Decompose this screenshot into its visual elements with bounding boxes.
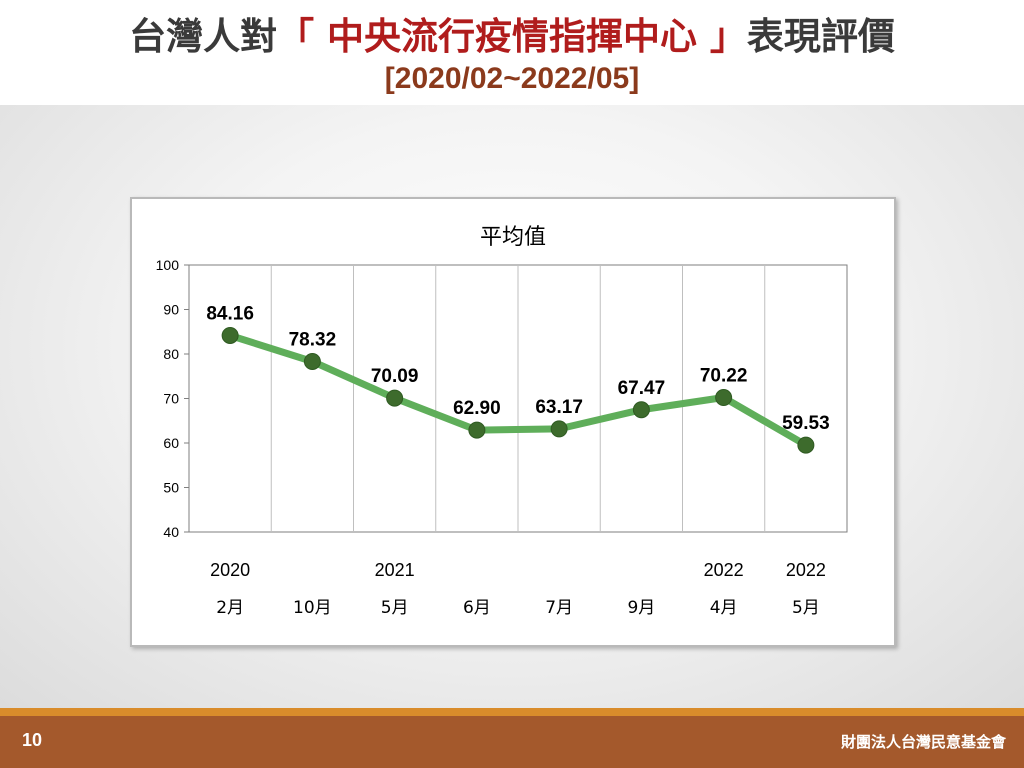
data-point (303, 352, 321, 370)
x-tick-year-label: 2022 (704, 560, 744, 580)
y-tick-label: 70 (163, 391, 179, 407)
data-point (221, 326, 239, 344)
data-label: 70.22 (700, 366, 748, 387)
data-label: 70.09 (371, 366, 419, 387)
page-number: 10 (22, 730, 43, 750)
y-tick-label: 60 (163, 435, 179, 451)
title-suffix: 表現評價 (746, 15, 895, 58)
x-tick-year-label: 2021 (375, 560, 415, 580)
x-tick-month-label: 7月 (545, 598, 573, 618)
title-highlight: 「 中央流行疫情指揮中心 」 (277, 15, 747, 58)
organization-name: 財團法人台灣民意基金會 (840, 733, 1006, 751)
data-point (797, 436, 815, 454)
x-tick-month-label: 5月 (381, 598, 409, 618)
chart-title: 平均值 (480, 225, 546, 250)
y-tick-label: 90 (163, 302, 179, 318)
slide-title: 台灣人對「 中央流行疫情指揮中心 」表現評價 (0, 6, 1024, 60)
data-point (632, 401, 650, 419)
x-tick-month-label: 2月 (216, 598, 244, 618)
data-label: 67.47 (618, 378, 666, 399)
data-label: 63.17 (535, 397, 583, 418)
y-tick-label: 50 (163, 480, 179, 496)
data-label: 62.90 (453, 398, 501, 419)
data-label: 78.32 (289, 329, 337, 350)
slide-header: 台灣人對「 中央流行疫情指揮中心 」表現評價 [2020/02~2022/05] (0, 0, 1024, 105)
title-prefix: 台灣人對 (129, 15, 278, 58)
data-label: 59.53 (782, 413, 830, 434)
x-tick-month-label: 4月 (710, 598, 738, 618)
x-tick-year-label: 2020 (210, 560, 250, 580)
y-tick-label: 100 (156, 257, 180, 273)
x-tick-month-label: 9月 (627, 598, 655, 618)
data-point (468, 421, 486, 439)
x-tick-month-label: 6月 (463, 598, 491, 618)
x-tick-month-label: 10月 (293, 598, 332, 618)
y-tick-label: 40 (163, 524, 179, 540)
slide-footer: 10 財團法人台灣民意基金會 (0, 716, 1024, 768)
x-tick-year-label: 2022 (786, 560, 826, 580)
series-line (226, 331, 810, 449)
data-point (715, 389, 733, 407)
y-tick-label: 80 (163, 346, 179, 362)
slide-subtitle: [2020/02~2022/05] (384, 62, 640, 95)
line-chart: 平均值 100 90 80 70 60 50 40 84.16 2020 2月 78.32 10月 70… (156, 225, 848, 618)
x-tick-month-label: 5月 (792, 598, 820, 618)
data-label: 84.16 (206, 303, 254, 324)
chart-panel: 平均值 100 90 80 70 60 50 40 84.16 2020 2月 78.32 10月 70… (130, 197, 896, 647)
data-point (550, 420, 568, 438)
data-point (386, 389, 404, 407)
footer-stripe (0, 708, 1024, 716)
